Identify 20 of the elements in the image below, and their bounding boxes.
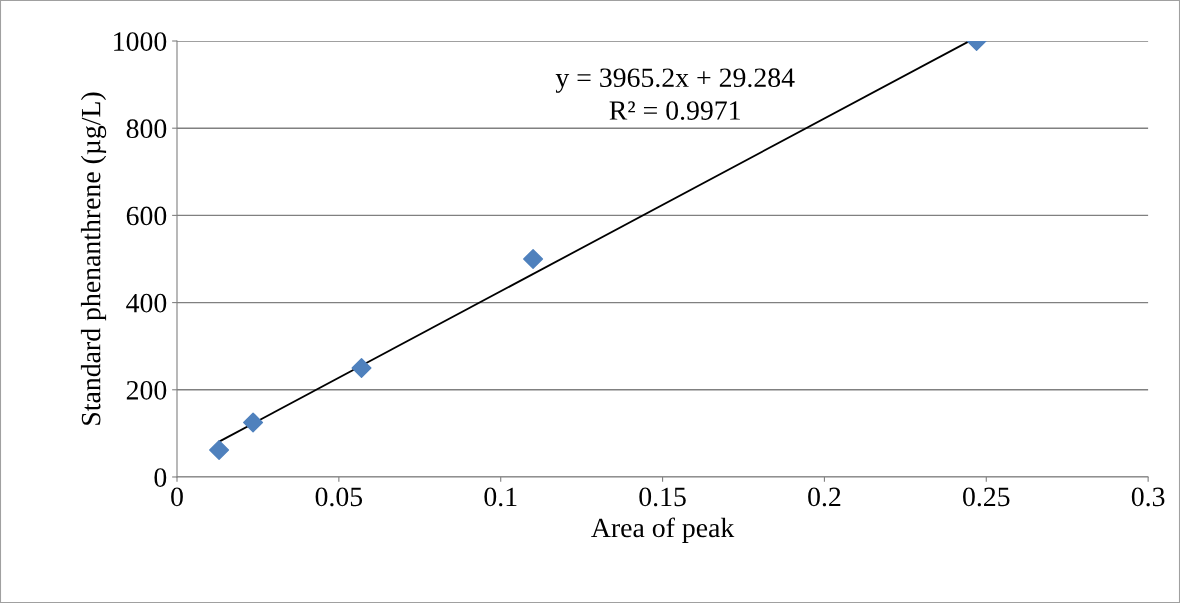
annotation: R² = 0.9971 [609,101,740,121]
point [243,412,264,433]
y-tick-label: 200 [126,380,167,400]
point [209,439,230,460]
x-tick-label: 0 [171,487,183,507]
y-tick-label: 800 [126,119,167,139]
x-axis-title: Area of peak [591,517,735,543]
x-tick-label: 0.2 [808,487,841,507]
y-tick-label: 1000 [114,32,167,51]
y-tick-label: 400 [126,293,167,313]
point [351,357,372,378]
x-tick-label: 0.15 [639,487,686,507]
annotation: y = 3965.2x + 29.284 [555,68,795,93]
x-tick-label: 0.25 [963,487,1010,507]
x-tick-label: 0.1 [484,487,517,507]
y-tick-label: 600 [126,206,167,226]
y-axis-title: Standard phenanthrene (µg/L) [80,92,107,425]
x-tick-label: 0.05 [315,487,363,507]
y-tick-label: 0 [154,468,167,487]
x-tick-label: 0.3 [1131,487,1165,507]
